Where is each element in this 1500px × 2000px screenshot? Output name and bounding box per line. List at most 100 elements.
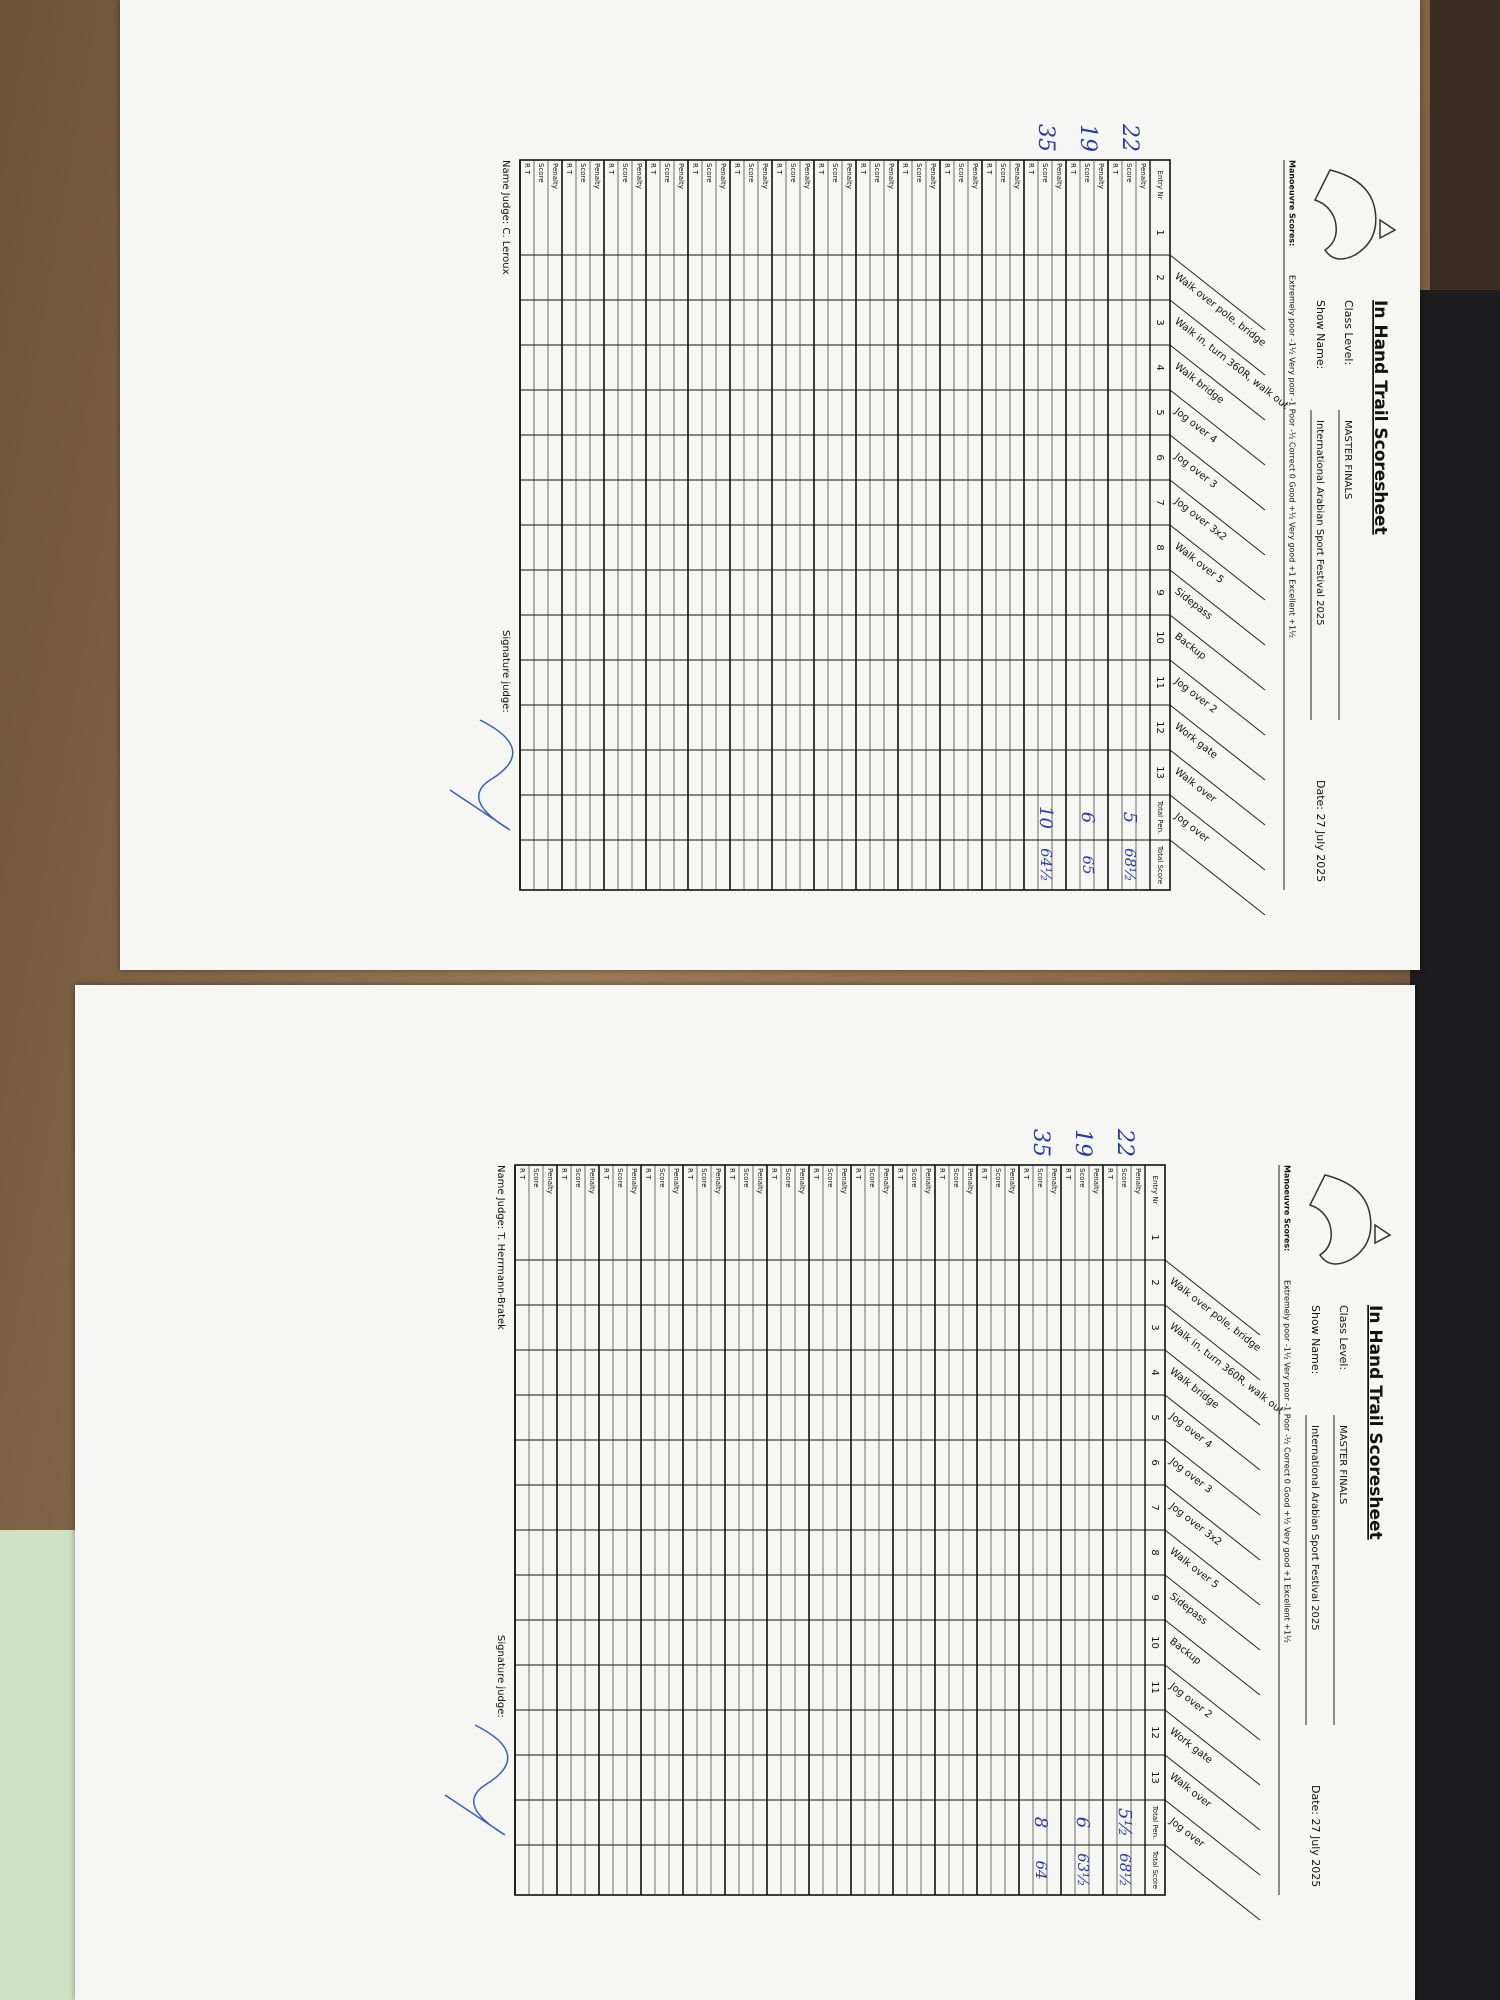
show-name-label: Show Name: <box>1309 1305 1322 1374</box>
total-score: 63½ <box>1074 1853 1092 1887</box>
row-label: R T <box>686 1168 694 1180</box>
signature <box>449 719 514 831</box>
manoeuvre-label: Manoeuvre Scores: <box>1283 1165 1292 1251</box>
column-header: 2 <box>1149 1279 1160 1285</box>
obstacle-label: Work gate <box>1172 721 1219 761</box>
total-score: 68½ <box>1121 848 1139 882</box>
column-header: Total Pen. <box>1151 1805 1159 1840</box>
obstacle-label: Walk over <box>1167 1771 1213 1811</box>
row-label: Score <box>784 1168 792 1188</box>
column-header: 1 <box>1154 229 1165 235</box>
obstacle-label: Walk in, turn 360R, walk out <box>1167 1321 1285 1417</box>
row-label: Penalty <box>1013 163 1021 189</box>
obstacle-label: Walk in, turn 360R, walk out <box>1172 316 1290 412</box>
row-label: Score <box>910 1168 918 1188</box>
date: Date: 27 July 2025 <box>1314 780 1327 882</box>
row-label: R T <box>1069 163 1077 175</box>
total-score: 65 <box>1079 855 1097 874</box>
row-label: R T <box>980 1168 988 1180</box>
row-label: Score <box>742 1168 750 1188</box>
manoeuvre-label: Manoeuvre Scores: <box>1288 160 1297 246</box>
row-label: Penalty <box>593 163 601 189</box>
logo <box>1308 1174 1392 1265</box>
entry-number: 35 <box>1033 124 1058 152</box>
column-header: 10 <box>1149 1636 1160 1649</box>
obstacle-label: Backup <box>1167 1636 1203 1667</box>
judge-name: Name Judge: T. Herrmann-Bratek <box>495 1165 506 1330</box>
diagonal-rule <box>1169 839 1266 916</box>
column-header: 11 <box>1149 1681 1160 1694</box>
row-label: Penalty <box>840 1168 848 1194</box>
row-label: R T <box>1022 1168 1030 1180</box>
column-header: 13 <box>1149 1771 1160 1784</box>
row-label: Penalty <box>1092 1168 1100 1194</box>
manoeuvre-scale: Extremely poor -1½ Very poor -1 Poor -½ … <box>1288 275 1297 638</box>
row-label: Score <box>621 163 629 183</box>
row-label: Penalty <box>1008 1168 1016 1194</box>
row-label: R T <box>607 163 615 175</box>
scoresheet: In Hand Trail Scoresheet Class Level: MAST… <box>75 985 1415 2000</box>
row-label: Score <box>826 1168 834 1188</box>
column-header: 13 <box>1154 766 1165 779</box>
diagonal-rule <box>1169 704 1266 781</box>
row-label: R T <box>985 163 993 175</box>
row-label: R T <box>896 1168 904 1180</box>
column-header: 9 <box>1149 1594 1160 1600</box>
entry-number: 22 <box>1117 123 1142 152</box>
diagonal-rule <box>1169 434 1266 511</box>
row-label: Score <box>1125 163 1133 183</box>
column-header: 8 <box>1154 544 1165 550</box>
column-header: Entry Nr <box>1151 1176 1159 1205</box>
row-label: Score <box>747 163 755 183</box>
diagonal-rule <box>1164 1394 1261 1471</box>
row-label: Penalty <box>630 1168 638 1194</box>
sheet-title: In Hand Trail Scoresheet <box>1370 300 1390 535</box>
row-label: R T <box>1106 1168 1114 1180</box>
row-label: Score <box>957 163 965 183</box>
total-score: 64½ <box>1037 848 1055 882</box>
row-label: Score <box>532 1168 540 1188</box>
row-label: Score <box>705 163 713 183</box>
row-label: Score <box>663 163 671 183</box>
sheet-canvas: In Hand Trail Scoresheet Class Level: MAST… <box>449 123 1397 916</box>
row-label: R T <box>523 163 531 175</box>
diagonal-rule <box>1164 1484 1261 1561</box>
row-label: R T <box>691 163 699 175</box>
entry-number: 19 <box>1075 124 1100 152</box>
entry-number: 19 <box>1070 1129 1095 1157</box>
obstacle-label: Jog over 3 <box>1172 450 1219 490</box>
diagonal-rule <box>1164 1619 1261 1696</box>
diagonal-rule <box>1164 1574 1261 1651</box>
row-label: Penalty <box>887 163 895 189</box>
diagonal-rule <box>1164 1259 1261 1336</box>
laptop <box>1410 290 1500 2000</box>
column-header: Total Pen. <box>1156 800 1164 835</box>
show-name: International Arabian Sport Festival 202… <box>1314 420 1325 626</box>
diagonal-rule <box>1169 614 1266 691</box>
total-score: 64 <box>1032 1860 1050 1879</box>
row-label: Penalty <box>761 163 769 189</box>
row-label: R T <box>560 1168 568 1180</box>
class-level: MASTER FINALS <box>1337 1425 1348 1504</box>
total-penalty: 8 <box>1030 1817 1051 1828</box>
column-header: 9 <box>1154 589 1165 595</box>
row-label: Penalty <box>546 1168 554 1194</box>
column-header: 1 <box>1149 1234 1160 1240</box>
row-label: Penalty <box>882 1168 890 1194</box>
diagonal-rule <box>1164 1439 1261 1516</box>
column-header: 6 <box>1154 454 1165 460</box>
column-header: 4 <box>1149 1369 1160 1375</box>
row-label: Penalty <box>1139 163 1147 189</box>
row-label: Score <box>616 1168 624 1188</box>
row-label: Penalty <box>1134 1168 1142 1194</box>
signature-label: Signature judge: <box>495 1635 506 1718</box>
column-header: 12 <box>1149 1726 1160 1739</box>
column-header: Entry Nr <box>1156 171 1164 200</box>
entry-number: 35 <box>1028 1129 1053 1157</box>
row-label: Penalty <box>551 163 559 189</box>
row-label: Penalty <box>635 163 643 189</box>
diagonal-rule <box>1164 1844 1261 1921</box>
row-label: Penalty <box>924 1168 932 1194</box>
column-header: 12 <box>1154 721 1165 734</box>
row-label: Score <box>700 1168 708 1188</box>
